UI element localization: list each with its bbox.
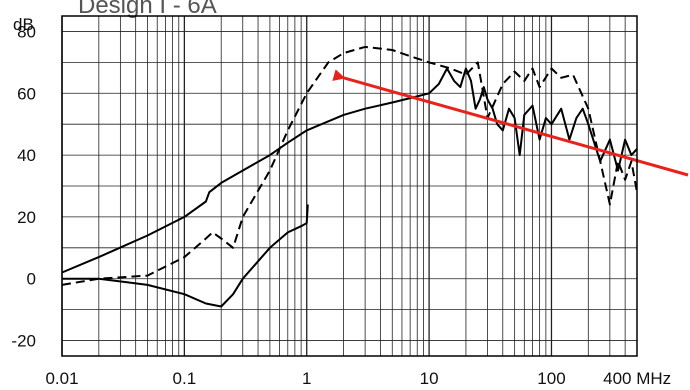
x-tick-labels: 0.01 0.1 1 10 100 400 MHz bbox=[45, 369, 671, 388]
y-axis-unit: dB bbox=[13, 15, 34, 34]
x-tick-label: 1 bbox=[302, 369, 311, 388]
x-tick-label: 0.1 bbox=[173, 369, 197, 388]
grid bbox=[61, 16, 638, 356]
y-tick-label: 60 bbox=[17, 84, 36, 103]
plot-frame bbox=[61, 15, 638, 357]
x-tick-label: 10 bbox=[420, 369, 439, 388]
y-tick-label: -20 bbox=[11, 332, 36, 351]
y-tick-labels: 80 60 40 20 0 -20 bbox=[11, 22, 36, 350]
y-tick-label: 80 bbox=[17, 22, 36, 41]
series-line-2 bbox=[61, 45, 638, 286]
x-tick-label: 0.01 bbox=[45, 369, 78, 388]
annotation-arrow bbox=[332, 69, 689, 177]
series-line-3 bbox=[62, 204, 309, 308]
series-lines bbox=[61, 45, 638, 308]
x-tick-label: 400 MHz bbox=[603, 369, 671, 388]
y-tick-label: 0 bbox=[27, 270, 36, 289]
series-line-1 bbox=[61, 67, 638, 274]
annotations bbox=[332, 69, 689, 177]
y-tick-label: 40 bbox=[17, 146, 36, 165]
y-tick-label: 20 bbox=[17, 208, 36, 227]
x-tick-label: 100 bbox=[537, 369, 565, 388]
chart-title: Design I - 6A bbox=[78, 0, 217, 19]
